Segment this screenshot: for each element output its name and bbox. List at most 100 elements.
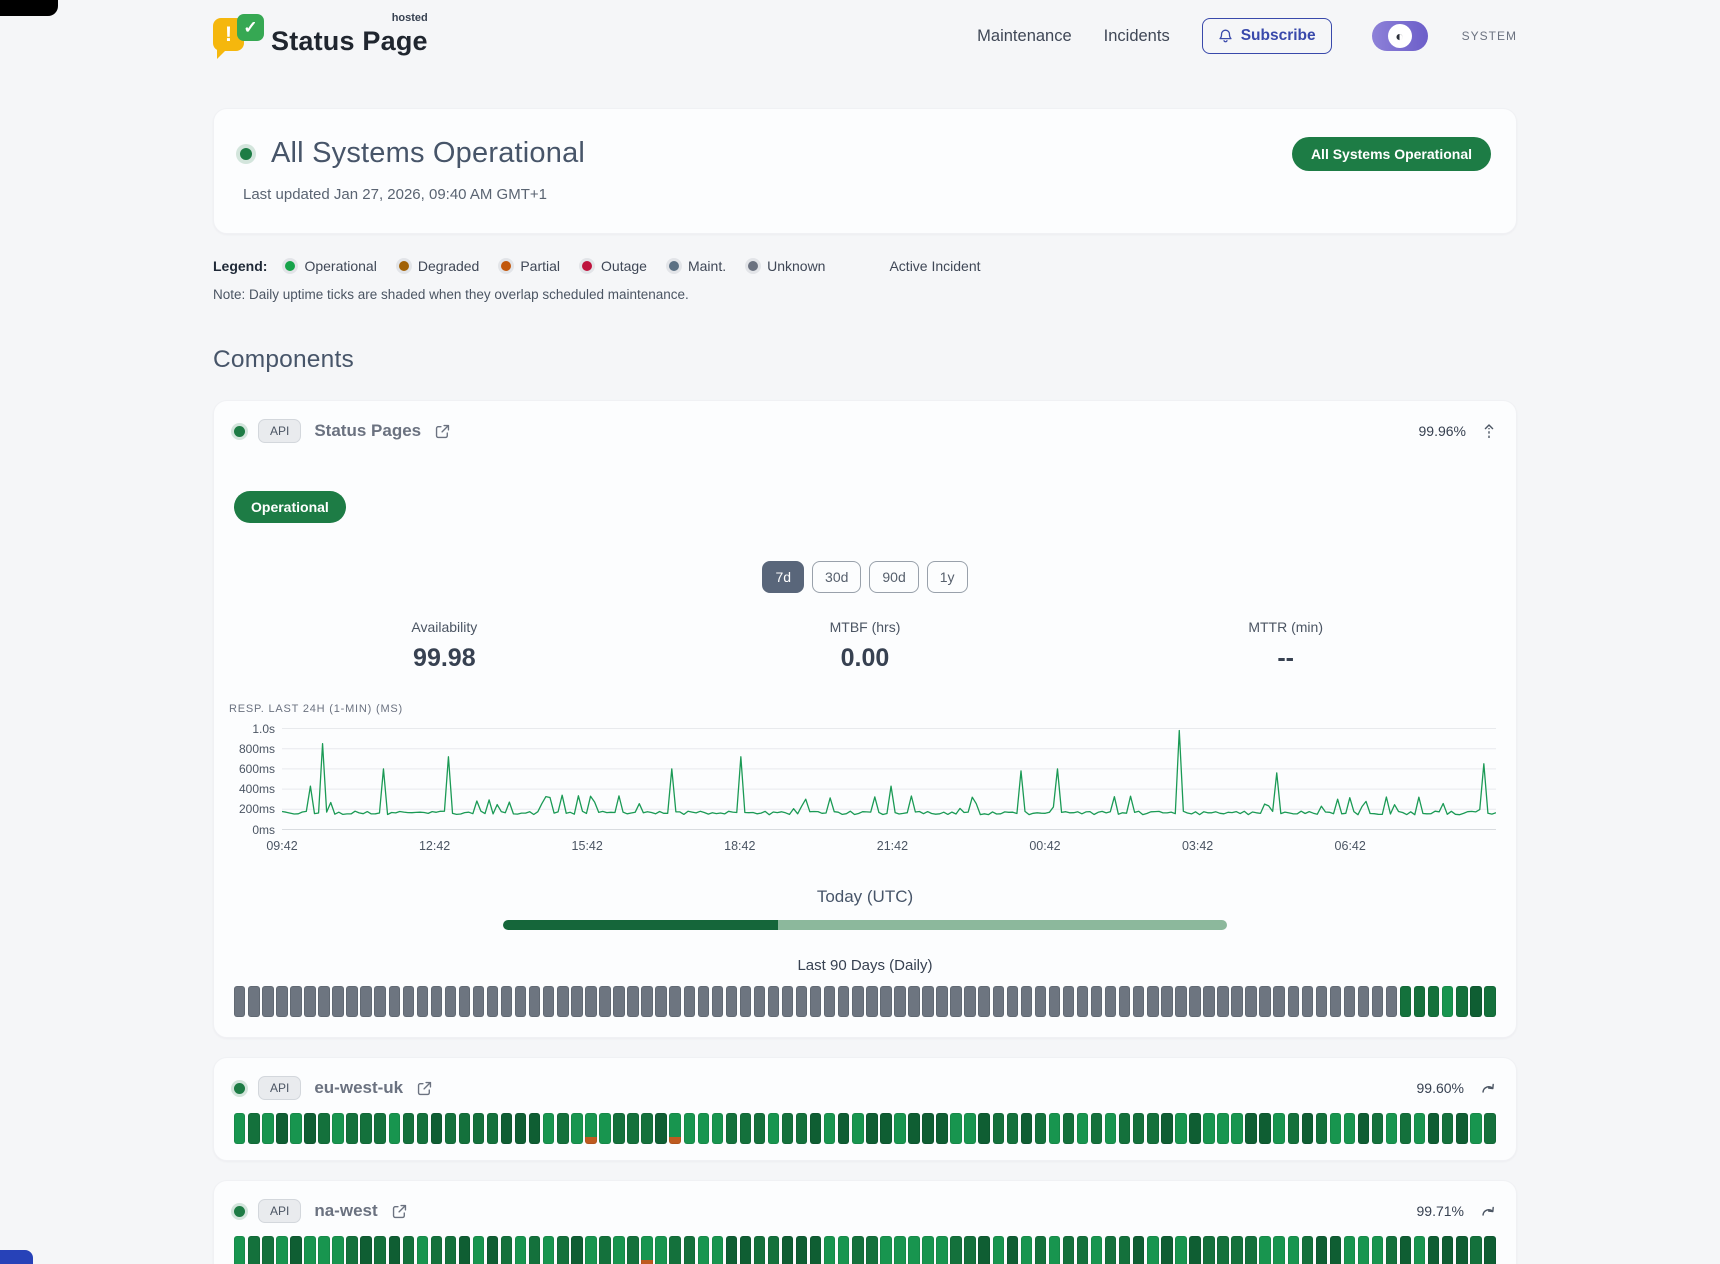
legend-item-maint: Maint. — [668, 258, 726, 274]
uptime-tick — [767, 1236, 780, 1264]
range-button-30d[interactable]: 30d — [812, 561, 862, 593]
uptime-tick — [978, 986, 990, 1017]
chart-x-axis: 09:42 12:42 15:42 18:42 21:42 00:42 03:42 06:42 — [266, 839, 1496, 859]
uptime-tick — [908, 1113, 920, 1144]
uptime-tick — [374, 1236, 386, 1264]
response-time-line — [282, 723, 1496, 833]
component-name: na-west — [314, 1201, 378, 1220]
uptime-tick — [641, 1236, 653, 1264]
uptime-tick — [1343, 1113, 1356, 1144]
uptime-tick — [992, 1236, 1004, 1264]
uptime-tick — [1062, 1236, 1075, 1264]
uptime-tick — [992, 986, 1004, 1017]
uptime-tick — [1259, 986, 1271, 1017]
uptime-tick — [1062, 1113, 1075, 1144]
uptime-tick — [922, 1236, 934, 1264]
expand-toggle-icon[interactable] — [1480, 1081, 1496, 1095]
uptime-tick — [374, 1113, 386, 1144]
brand-superscript: hosted — [391, 11, 428, 24]
uptime-tick — [234, 986, 246, 1017]
uptime-tick — [866, 986, 878, 1017]
today-progress-bar — [503, 920, 1227, 930]
uptime-tick — [500, 986, 513, 1017]
nav-item-incidents[interactable]: Incidents — [1103, 26, 1170, 45]
uptime-tick — [416, 986, 429, 1017]
chart-y-tick: 400ms — [238, 782, 275, 797]
uptime-tick — [543, 1113, 555, 1144]
uptime-tick — [655, 1113, 667, 1144]
uptime-tick — [458, 986, 471, 1017]
overall-status-card: All Systems Operational Last updated Jan… — [213, 108, 1517, 234]
overall-status-badge: All Systems Operational — [1291, 137, 1491, 171]
uptime-tick — [500, 1236, 513, 1264]
uptime-tick — [753, 1236, 766, 1264]
collapse-toggle-icon[interactable] — [1482, 422, 1496, 440]
component-header[interactable]: API na-west 99.71% — [234, 1181, 1496, 1223]
uptime-tick — [248, 1236, 260, 1264]
uptime-tick — [894, 1113, 906, 1144]
uptime-tick — [1203, 1113, 1215, 1144]
uptime-tick — [1442, 1236, 1454, 1264]
today-progress-label: Today (UTC) — [816, 887, 914, 906]
uptime-tick — [1133, 1236, 1145, 1264]
component-name: eu-west-uk — [314, 1078, 404, 1097]
uptime-tick — [1427, 1113, 1440, 1144]
uptime-tick — [318, 986, 330, 1017]
uptime-tick — [992, 1113, 1004, 1144]
uptime-tick — [1090, 986, 1103, 1017]
uptime-tick — [585, 1113, 597, 1144]
uptime-tick — [514, 1113, 527, 1144]
uptime-tick — [1399, 1236, 1412, 1264]
uptime-tick — [486, 986, 499, 1017]
uptime-tick — [1371, 986, 1384, 1017]
uptime-tick — [795, 1236, 808, 1264]
uptime-tick — [1357, 1236, 1370, 1264]
external-link-icon[interactable] — [434, 423, 451, 440]
uptime-tick — [1048, 1236, 1061, 1264]
uptime-tick — [1161, 1236, 1173, 1264]
range-button-90d[interactable]: 90d — [869, 561, 919, 593]
uptime-tick — [753, 986, 766, 1017]
component-type-badge: API — [258, 1199, 302, 1223]
uptime-tick — [1034, 986, 1047, 1017]
subscribe-button[interactable]: Subscribe — [1201, 18, 1332, 54]
uptime-tick — [1034, 1113, 1047, 1144]
uptime-tick — [318, 1236, 330, 1264]
external-link-icon[interactable] — [391, 1203, 408, 1220]
brand-logo[interactable]: ! ✓ hosted Status Page — [213, 11, 428, 59]
uptime-tick — [304, 1113, 316, 1144]
expand-toggle-icon[interactable] — [1480, 1204, 1496, 1218]
component-status-badge: Operational — [234, 491, 346, 523]
uptime-tick — [1301, 986, 1314, 1017]
range-button-7d[interactable]: 7d — [762, 561, 805, 593]
range-button-1y[interactable]: 1y — [926, 561, 968, 593]
component-header[interactable]: API eu-west-uk 99.60% — [234, 1058, 1496, 1100]
uptime-tick — [557, 1236, 569, 1264]
uptime-tick — [1329, 1113, 1342, 1144]
component-type-badge: API — [258, 1076, 302, 1100]
uptime-tick — [1189, 1113, 1201, 1144]
component-header[interactable]: API Status Pages 99.96% — [234, 401, 1496, 443]
uptime-tick — [936, 1113, 948, 1144]
uptime-tick — [964, 1113, 976, 1144]
chart-x-tick: 03:42 — [1181, 839, 1214, 853]
main-nav: Maintenance Incidents Subscribe ◐ SYSTEM — [977, 18, 1517, 54]
theme-toggle[interactable]: ◐ — [1371, 21, 1428, 51]
chart-x-tick: 06:42 — [1334, 839, 1366, 853]
uptime-tick — [781, 986, 794, 1017]
ninety-days-label: Last 90 Days (Daily) — [797, 957, 933, 974]
nav-item-maintenance[interactable]: Maintenance — [977, 26, 1072, 45]
uptime-tick — [1385, 1236, 1398, 1264]
uptime-tick — [655, 1236, 667, 1264]
external-link-icon[interactable] — [416, 1080, 433, 1097]
taskbar-corner-artifact — [0, 1250, 33, 1264]
uptime-tick — [711, 1236, 724, 1264]
uptime-tick — [697, 986, 709, 1017]
uptime-tick — [430, 1113, 443, 1144]
uptime-tick — [809, 1236, 822, 1264]
chart-title: RESP. LAST 24H (1-MIN) (MS) — [229, 703, 404, 715]
uptime-tick — [557, 986, 569, 1017]
uptime-tick — [627, 1236, 639, 1264]
overall-status-title: All Systems Operational — [271, 137, 586, 169]
uptime-tick — [1456, 986, 1468, 1017]
